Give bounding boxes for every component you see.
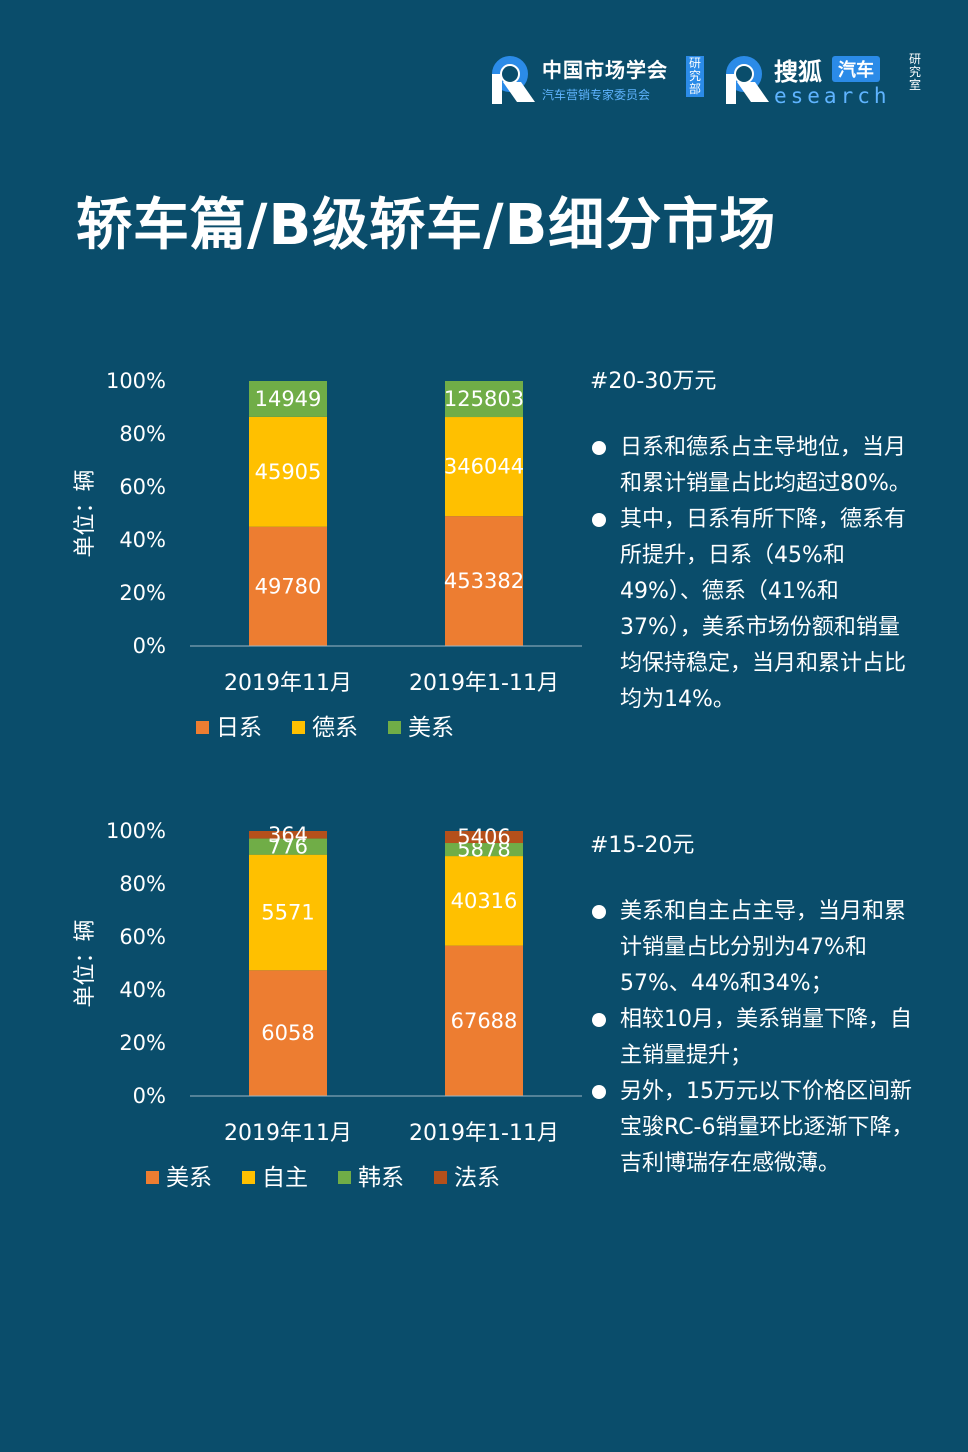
bar-segment xyxy=(445,516,523,646)
org1-subtitle: 汽车营销专家委员会 xyxy=(542,88,651,102)
bar-segment xyxy=(249,854,327,971)
legend-swatch xyxy=(338,1171,351,1184)
bar-segment xyxy=(249,381,327,417)
legend-label: 日系 xyxy=(216,715,262,741)
org2-side-tag: 研究室 xyxy=(908,52,921,92)
legend-label: 法系 xyxy=(454,1165,500,1191)
y-tick-label: 0% xyxy=(133,634,166,658)
bullet-dot-icon xyxy=(592,905,606,919)
data-label: 40316 xyxy=(451,889,518,913)
legend-swatch xyxy=(196,721,209,734)
legend-swatch xyxy=(146,1171,159,1184)
sohu-r-logo-icon xyxy=(726,56,770,104)
bar-segment xyxy=(249,526,327,646)
data-label: 67688 xyxy=(451,1009,518,1033)
y-axis-label: 单位：辆 xyxy=(73,919,98,1007)
y-tick-label: 0% xyxy=(133,1084,166,1108)
notes-list: 美系和自主占主导，当月和累计销量占比分别为47%和57%、44%和34%； 相较… xyxy=(590,894,920,1182)
legend-label: 自主 xyxy=(262,1165,308,1191)
data-label: 5571 xyxy=(261,900,314,924)
page-title: 轿车篇/B级轿车/B细分市场 xyxy=(76,193,777,258)
bar-segment xyxy=(445,831,523,844)
header-logos: 中国市场学会 汽车营销专家委员会 研究部 搜狐 汽车 esearch 研究室 xyxy=(492,52,932,108)
legend-label: 德系 xyxy=(312,715,358,741)
note-bullet: 美系和自主占主导，当月和累计销量占比分别为47%和57%、44%和34%； xyxy=(590,894,920,1002)
bar-segment xyxy=(445,381,523,418)
y-tick-label: 20% xyxy=(119,1031,166,1055)
research-r-logo-icon xyxy=(492,56,536,104)
data-label: 776 xyxy=(268,835,308,859)
bullet-dot-icon xyxy=(592,513,606,527)
data-label: 14949 xyxy=(255,387,322,411)
x-tick-label: 2019年1-11月 xyxy=(409,671,559,696)
y-tick-label: 100% xyxy=(106,369,166,393)
legend-swatch xyxy=(242,1171,255,1184)
data-label: 5406 xyxy=(457,825,510,849)
bar-segment xyxy=(249,970,327,1096)
y-tick-label: 100% xyxy=(106,819,166,843)
y-tick-label: 40% xyxy=(119,528,166,552)
data-label: 346044 xyxy=(444,455,524,479)
legend-swatch xyxy=(388,721,401,734)
y-tick-label: 20% xyxy=(119,581,166,605)
org2-name: 搜狐 xyxy=(774,58,822,86)
org1-name: 中国市场学会 xyxy=(542,58,668,82)
note-bullet: 另外，15万元以下价格区间新宝骏RC-6销量环比逐渐下降，吉利博瑞存在感微薄。 xyxy=(590,1074,920,1182)
notes-heading: #15-20元 xyxy=(590,833,695,858)
legend-label: 美系 xyxy=(166,1165,212,1191)
bar-segment xyxy=(445,417,523,517)
legend-swatch xyxy=(434,1171,447,1184)
bullet-dot-icon xyxy=(592,1013,606,1027)
data-label: 49780 xyxy=(255,574,322,598)
bar-segment xyxy=(249,416,327,527)
x-tick-label: 2019年11月 xyxy=(224,671,352,696)
org1-tag: 研究部 xyxy=(686,56,704,97)
notes-list: 日系和德系占主导地位，当月和累计销量占比均超过80%。 其中，日系有所下降，德系… xyxy=(590,430,920,718)
legend-swatch xyxy=(292,721,305,734)
org2-tag: 汽车 xyxy=(832,56,880,82)
note-bullet: 日系和德系占主导地位，当月和累计销量占比均超过80%。 xyxy=(590,430,920,502)
notes-panel-1: #20-30万元 日系和德系占主导地位，当月和累计销量占比均超过80%。 其中，… xyxy=(590,364,920,718)
bullet-dot-icon xyxy=(592,1085,606,1099)
data-label: 125803 xyxy=(444,387,524,411)
bar-segment xyxy=(445,856,523,946)
y-tick-label: 60% xyxy=(119,925,166,949)
legend-label: 美系 xyxy=(408,715,454,741)
org2-subtitle: esearch xyxy=(774,84,891,108)
bullet-dot-icon xyxy=(592,441,606,455)
data-label: 45905 xyxy=(255,460,322,484)
data-label: 453382 xyxy=(444,569,524,593)
bar-segment xyxy=(445,945,523,1096)
note-bullet: 其中，日系有所下降，德系有所提升，日系（45%和49%）、德系（41%和37%）… xyxy=(590,502,920,718)
note-bullet: 相较10月，美系销量下降，自主销量提升； xyxy=(590,1002,920,1074)
bar-segment xyxy=(445,843,523,857)
data-label: 364 xyxy=(268,823,308,847)
y-tick-label: 40% xyxy=(119,978,166,1002)
notes-heading: #20-30万元 xyxy=(590,369,717,394)
x-tick-label: 2019年1-11月 xyxy=(409,1121,559,1146)
notes-panel-2: #15-20元 美系和自主占主导，当月和累计销量占比分别为47%和57%、44%… xyxy=(590,828,920,1182)
legend-label: 韩系 xyxy=(358,1165,404,1191)
bar-segment xyxy=(249,838,327,855)
y-tick-label: 60% xyxy=(119,475,166,499)
data-label: 6058 xyxy=(261,1021,314,1045)
bar-segment xyxy=(249,831,327,839)
chart-20-30: 0% 20% 40% 60% 80% 100% 单位：辆 49780 45905 14949 201… xyxy=(73,369,582,741)
y-axis-label: 单位：辆 xyxy=(73,469,98,557)
x-tick-label: 2019年11月 xyxy=(224,1121,352,1146)
y-tick-label: 80% xyxy=(119,422,166,446)
y-tick-label: 80% xyxy=(119,872,166,896)
